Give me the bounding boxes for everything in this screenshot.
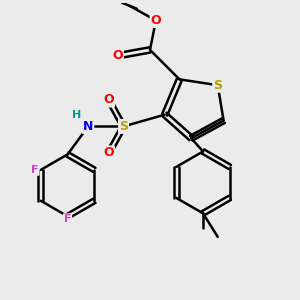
Text: F: F <box>31 165 39 175</box>
Text: F: F <box>64 214 71 224</box>
Text: N: N <box>83 120 93 133</box>
Text: O: O <box>112 49 123 62</box>
Text: O: O <box>103 146 114 159</box>
Text: H: H <box>72 110 81 120</box>
Text: S: S <box>213 79 222 92</box>
Text: O: O <box>103 93 114 106</box>
Text: S: S <box>119 120 128 133</box>
Text: O: O <box>151 14 161 27</box>
